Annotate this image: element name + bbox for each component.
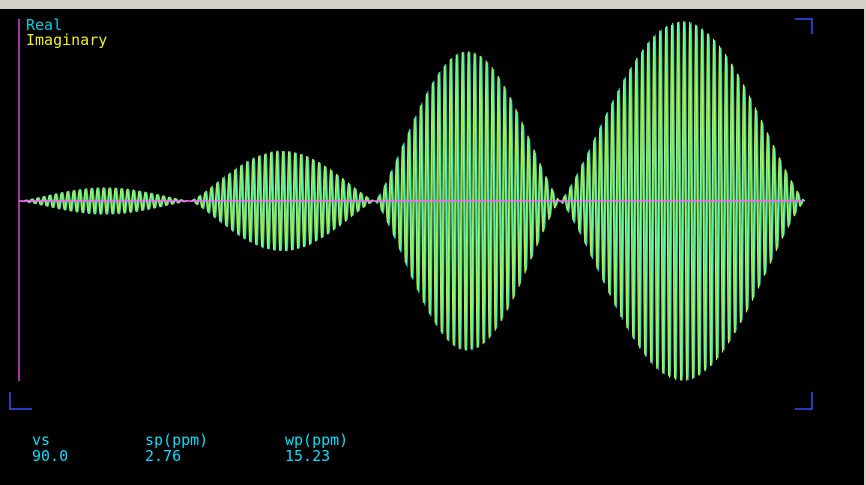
param-sp-label: sp(ppm) bbox=[145, 431, 209, 449]
param-wp-label: wp(ppm) bbox=[285, 431, 349, 449]
window-frame-top bbox=[0, 0, 866, 9]
overlap-trace bbox=[19, 21, 806, 381]
fid-traces bbox=[19, 21, 806, 381]
param-wp-value: 15.23 bbox=[285, 447, 331, 465]
param-vs-label: vs bbox=[32, 431, 51, 449]
plot-frame-marks bbox=[9, 18, 813, 410]
legend-real-label: Real bbox=[26, 16, 63, 34]
param-sp-value: 2.76 bbox=[145, 447, 182, 465]
param-vs-value: 90.0 bbox=[32, 447, 69, 465]
imaginary-trace bbox=[19, 21, 806, 381]
legend-imaginary-label: Imaginary bbox=[26, 31, 108, 49]
window-frame-right bbox=[864, 0, 866, 485]
fid-plot[interactable] bbox=[0, 9, 864, 485]
